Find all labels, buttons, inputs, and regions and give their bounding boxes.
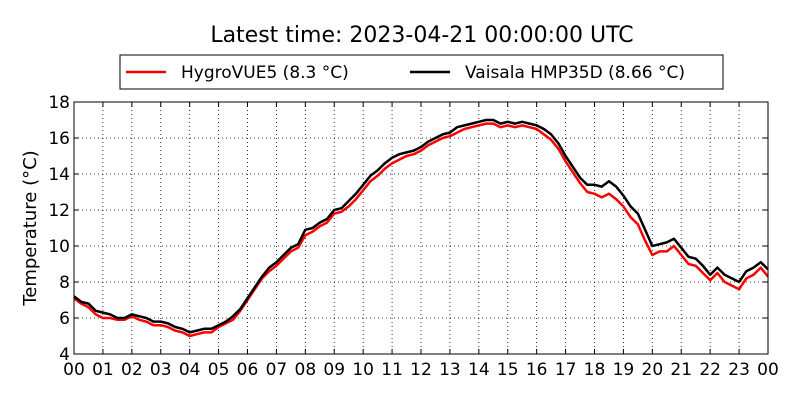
y-tick-label: 4 xyxy=(59,345,70,365)
chart-title: Latest time: 2023-04-21 00:00:00 UTC xyxy=(210,23,633,48)
x-tick-label: 00 xyxy=(757,360,779,380)
x-tick-label: 14 xyxy=(468,360,490,380)
x-tick-label: 09 xyxy=(323,360,345,380)
x-tick-label: 21 xyxy=(670,360,692,380)
x-tick-label: 11 xyxy=(381,360,403,380)
x-tick-label: 01 xyxy=(92,360,114,380)
x-tick-label: 17 xyxy=(555,360,577,380)
series-line-hygrovue5 xyxy=(73,122,769,338)
x-tick-label: 19 xyxy=(613,360,635,380)
x-tick-label: 22 xyxy=(699,360,721,380)
x-tick-label: 12 xyxy=(410,360,432,380)
x-tick-label: 18 xyxy=(584,360,606,380)
legend: HygroVUE5 (8.3 °C) Vaisala HMP35D (8.66 … xyxy=(119,54,724,90)
ticks-layer: 00 01 02 03 04 05 06 07 08 09 10 11 12 13 14 15 16 17 18 19… xyxy=(48,93,778,380)
x-tick-label: 20 xyxy=(642,360,664,380)
x-tick-label: 04 xyxy=(179,360,201,380)
y-tick-label: 16 xyxy=(48,129,70,149)
x-tick-label: 10 xyxy=(352,360,374,380)
x-tick-label: 07 xyxy=(266,360,288,380)
x-tick-label: 03 xyxy=(150,360,172,380)
x-tick-label: 08 xyxy=(295,360,317,380)
x-tick-label: 15 xyxy=(497,360,519,380)
y-tick-label: 14 xyxy=(48,165,70,185)
y-tick-label: 10 xyxy=(48,237,70,257)
x-tick-label: 23 xyxy=(728,360,750,380)
grid-layer xyxy=(74,102,768,354)
x-tick-label: 05 xyxy=(208,360,230,380)
series-layer xyxy=(73,118,769,338)
y-tick-label: 8 xyxy=(59,273,70,293)
x-tick-label: 06 xyxy=(237,360,259,380)
x-tick-label: 02 xyxy=(121,360,143,380)
x-tick-label: 00 xyxy=(63,360,85,380)
x-tick-label: 16 xyxy=(526,360,548,380)
legend-label-hygrovue5: HygroVUE5 (8.3 °C) xyxy=(181,63,349,83)
series-line-vaisala xyxy=(73,118,769,334)
y-axis-label: Temperature (°C) xyxy=(20,150,41,306)
x-tick-label: 13 xyxy=(439,360,461,380)
plot-frame xyxy=(73,101,769,355)
y-tick-label: 12 xyxy=(48,201,70,221)
legend-label-vaisala: Vaisala HMP35D (8.66 °C) xyxy=(465,63,685,83)
y-tick-label: 18 xyxy=(48,93,70,113)
y-tick-label: 6 xyxy=(59,309,70,329)
